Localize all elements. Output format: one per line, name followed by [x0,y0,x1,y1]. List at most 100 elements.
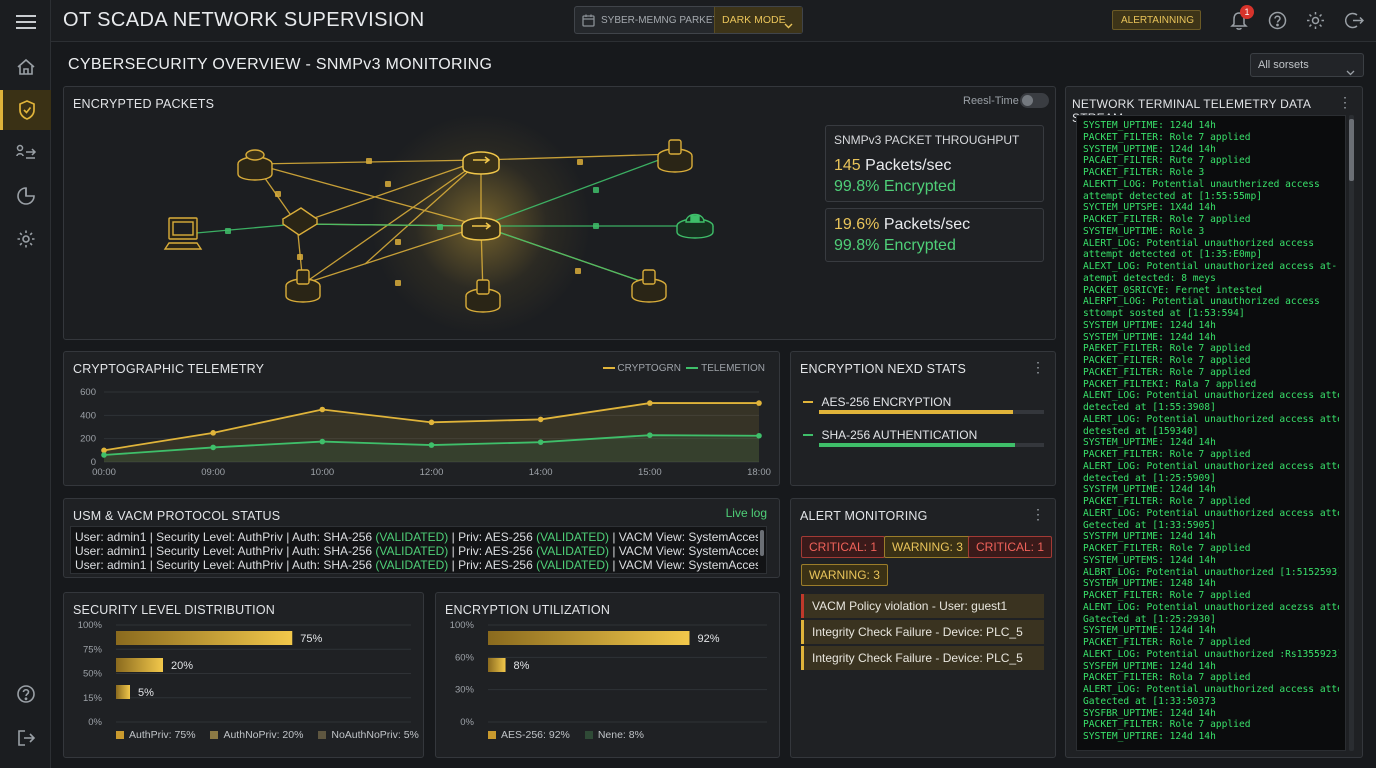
realtime-label: Reesl-Time [963,95,1019,107]
dark-mode-button[interactable]: DARK MODE [714,7,802,33]
security-distribution-panel: SECURITY LEVEL DISTRIBUTION 100% 75% 50% 15… [63,592,424,758]
terminal-line: PACKET_0SRICYE: Fernet intested [1083,284,1263,296]
terminal-line: SYSTEM_UPTIME: 1248 14h [1083,578,1216,590]
data-point [101,452,107,458]
series-area-2 [104,435,759,462]
encryption-legend: AES-256: 92% Nene: 8% [488,729,644,741]
legend-authnopriv: AuthNoPriv: 20% [210,729,303,741]
y-tick-label: 200 [80,434,96,445]
terminal-line: PACAET_FILTER: Rute 7 applied [1083,155,1251,167]
terminal-scrollbar[interactable] [1349,115,1354,751]
legend-authpriv-label: AuthPriv: 75% [129,729,196,741]
logout-icon[interactable] [0,718,51,758]
warning-badge-1[interactable]: WARNING: 3 [884,536,971,558]
encryption-utilization-chart: 100% 60% 30% 0% 92% 8% [450,620,767,728]
y-tick-label: 50% [83,669,103,680]
throughput-rate-value-1: 145 [834,157,861,174]
data-point [101,447,107,454]
settings-gear-icon[interactable] [0,219,51,259]
terminal-output: SYSTEM_UPTIME: 124d 14h PACKET_FILTER: Ro… [1076,115,1346,751]
network-topology-diagram [163,114,714,334]
stat-aes: AES-256 ENCRYPTION [803,393,1045,414]
crypto-telemetry-title: CRYPTOGRAPHIC TELEMETRY [73,362,265,376]
warning-badge-2[interactable]: WARNING: 3 [801,564,888,586]
y-tick-label: 400 [80,410,96,421]
encrypted-packets-title: ENCRYPTED PACKETS [73,97,215,111]
terminal-line: SYSTFM_UPTIME: 124d 14h [1083,531,1216,543]
network-icon[interactable] [0,133,51,173]
validated-status: (VALIDATED) [536,530,610,544]
terminal-line: attempt detected at [1:55:55mp] [1083,190,1263,202]
stat-sha-swatch [803,433,813,436]
legend-swatch-telemetion [686,367,699,370]
crypto-telemetry-chart: 0 200 400 600 00:00 09:00 10:00 12:00 14:00 15:00… [80,387,771,478]
alert-item-2[interactable]: Integrity Check Failure - Device: PLC_5 [801,620,1044,644]
notification-count-badge: 1 [1240,5,1254,19]
more-options-icon[interactable]: ⋮ [1338,94,1352,110]
legend-label-cryptogrn: CRYPTOGRN [617,363,681,374]
alert-item-3[interactable]: Integrity Check Failure - Device: PLC_5 [801,646,1044,670]
help-circle-icon[interactable] [1268,11,1287,35]
critical-badge-2[interactable]: CRITICAL: 1 [968,536,1053,558]
critical-badge-1[interactable]: CRITICAL: 1 [801,536,886,558]
data-point [537,439,544,445]
terminal-line: ALENT_LOG: Potential unauthorized acezss… [1083,601,1339,613]
home-icon[interactable] [0,47,51,87]
help-icon[interactable] [0,674,51,714]
terminal-line: Gatected at [1:33:50373 [1083,695,1216,707]
usm-log-box: User: admin1 | Security Level: AuthPriv … [70,526,767,574]
reports-icon[interactable] [0,176,51,216]
more-options-icon[interactable]: ⋮ [1031,359,1045,375]
filter-select[interactable]: All sorsets [1250,53,1364,77]
calendar-icon [582,14,595,32]
terminal-line: Gatected at [1:25:2930] [1083,613,1216,625]
shield-icon[interactable] [0,90,51,130]
live-log-link[interactable]: Live log [725,506,767,520]
terminal-line: SYSTEM_UPTIME: 124d 14h [1083,331,1216,343]
terminal-line: SYSFBR_UPTIME: 124d 14h [1083,707,1216,719]
encryption-stats-panel: ENCRYPTION NEXD STATS ⋮ AES-256 ENCRYPTI… [790,351,1056,486]
legend-authpriv: AuthPriv: 75% [116,729,196,741]
packet-selector-label: SYBER-MEMNG PARKET [601,15,719,26]
notification-bell-icon[interactable]: 1 [1230,5,1254,35]
y-tick-label: 100% [450,620,475,631]
y-tick-label: 60% [455,652,475,663]
settings-icon[interactable] [1306,11,1325,35]
usm-log-line: User: admin1 | Security Level: AuthPriv … [75,558,758,572]
realtime-toggle[interactable] [1020,93,1049,108]
y-tick-label: 100% [78,620,103,631]
hamburger-menu-icon[interactable] [0,2,51,42]
data-point [319,406,326,413]
logout-icon[interactable] [1344,11,1365,35]
usm-log-text: | VACM View: SystemAccess | Access: Gr [612,558,758,572]
throughput-rate-value-2: 19.6% [834,216,880,233]
x-tick-label: 00:00 [92,467,116,478]
packet-selector[interactable]: SYBER-MEMNG PARKET DARK MODE [574,6,803,34]
y-tick-label: 30% [455,685,475,696]
bar [116,685,130,699]
throughput-rate-1: 145 Packets/sec [834,157,951,175]
validated-status: (VALIDATED) [536,544,610,558]
throughput-encrypted-1: 99.8% Encrypted [834,178,956,195]
terminal-line: ALEXT_LOG: Potential unauthorized access… [1083,261,1338,272]
terminal-line: ALERPT_LOG: Potential unauthorized acces… [1083,296,1320,308]
x-tick-label: 18:00 [747,467,771,478]
data-point [647,400,653,406]
terminal-line: SYSTFM_UPTIME: 124d 14h [1083,484,1216,496]
bar [488,658,506,672]
alert-button[interactable]: ALERTAINNING [1112,10,1201,30]
stat-aes-swatch [803,400,813,403]
more-options-icon[interactable]: ⋮ [1031,506,1045,522]
terminal-line: PACKET_FILTER: Role 7 applied [1083,543,1251,554]
terminal-line: PACKET_FILTER: Role 7 applied [1083,496,1251,507]
x-tick-label: 10:00 [310,467,334,478]
data-point [756,432,762,439]
terminal-line: ALENT_LOG: Potential unauthorized access… [1083,390,1339,402]
usm-log-text: User: admin1 | Security Level: AuthPriv … [75,558,376,572]
throughput-rate-unit-1: Packets/sec [865,157,952,174]
terminal-line: SYSTEM_UPTIME: 124d 14h [1083,437,1216,449]
alert-item-1[interactable]: VACM Policy violation - User: guest1 [801,594,1044,618]
usm-scrollbar[interactable] [760,530,764,556]
data-point [756,400,762,406]
usm-log-text: | Priv: AES-256 [448,558,537,572]
